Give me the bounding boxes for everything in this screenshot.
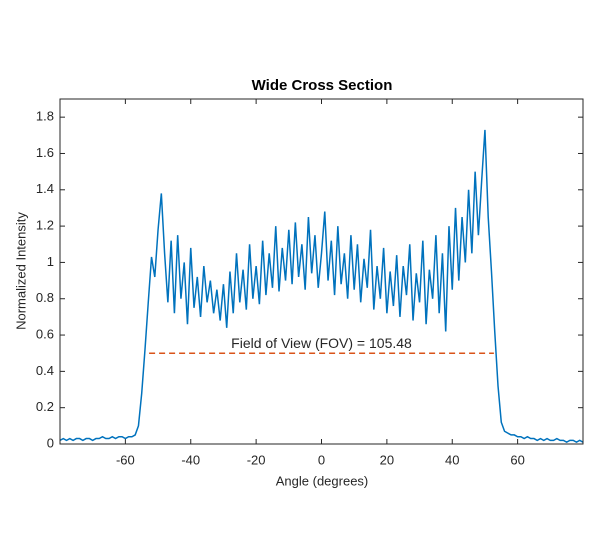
y-axis-label: Normalized Intensity [13,212,28,330]
y-tick-label: 1 [47,254,54,269]
y-tick-label: 0.6 [36,326,54,341]
annotation: Field of View (FOV) = 105.48 [231,335,412,351]
x-tick-label: 20 [380,452,394,467]
x-tick-label: -60 [116,452,135,467]
y-tick-label: 0.2 [36,399,54,414]
x-tick-label: -40 [181,452,200,467]
x-axis-label: Angle (degrees) [276,473,369,488]
y-tick-label: 0.8 [36,290,54,305]
y-tick-label: 0 [47,435,54,450]
y-tick-label: 1.6 [36,145,54,160]
y-tick-label: 1.2 [36,218,54,233]
x-tick-label: -20 [247,452,266,467]
x-tick-label: 40 [445,452,459,467]
x-tick-label: 0 [318,452,325,467]
data-line [59,129,584,444]
chart-title: Wide Cross Section [252,77,393,94]
x-tick-label: 60 [510,452,524,467]
plot-area [60,99,583,444]
y-tick-label: 1.4 [36,181,54,196]
y-tick-label: 0.4 [36,363,54,378]
y-tick-label: 1.8 [36,109,54,124]
axes-box [59,98,584,445]
